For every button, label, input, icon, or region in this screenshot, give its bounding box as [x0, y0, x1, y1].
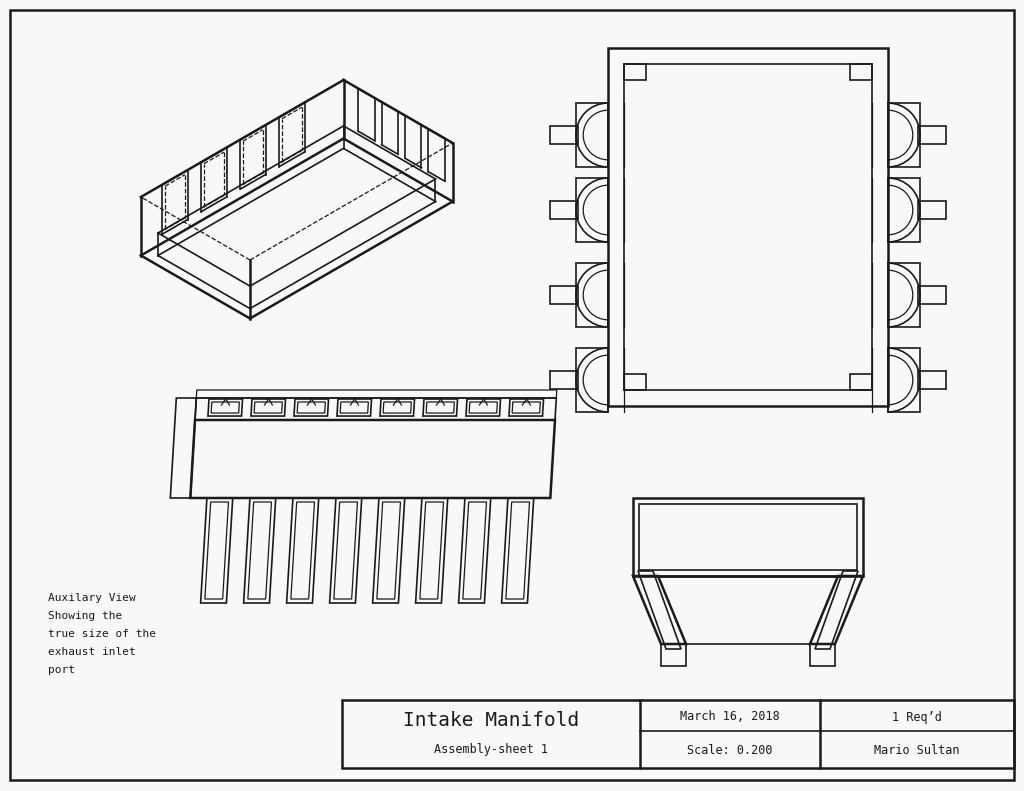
- Bar: [918, 371, 946, 389]
- Bar: [608, 48, 888, 406]
- Bar: [850, 374, 872, 390]
- Bar: [342, 700, 1014, 768]
- Text: Assembly-sheet 1: Assembly-sheet 1: [434, 744, 548, 756]
- Text: 1 Req’d: 1 Req’d: [892, 710, 942, 724]
- Bar: [575, 263, 608, 327]
- Bar: [918, 286, 946, 304]
- Text: Auxilary View: Auxilary View: [48, 593, 136, 603]
- Bar: [918, 126, 946, 144]
- Text: March 16, 2018: March 16, 2018: [680, 710, 780, 724]
- Text: port: port: [48, 665, 75, 675]
- Bar: [575, 348, 608, 412]
- Bar: [633, 498, 863, 576]
- Text: Mario Sultan: Mario Sultan: [874, 744, 959, 756]
- Text: Showing the: Showing the: [48, 611, 122, 621]
- Bar: [888, 103, 920, 167]
- Text: exhaust inlet: exhaust inlet: [48, 647, 136, 657]
- Bar: [810, 644, 835, 666]
- Text: true size of the: true size of the: [48, 629, 156, 639]
- Bar: [575, 178, 608, 242]
- Bar: [888, 348, 920, 412]
- Bar: [624, 64, 872, 390]
- Bar: [550, 371, 578, 389]
- Bar: [888, 178, 920, 242]
- Bar: [850, 64, 872, 80]
- Bar: [662, 644, 686, 666]
- Bar: [639, 504, 857, 570]
- Text: Intake Manifold: Intake Manifold: [402, 710, 580, 729]
- Bar: [624, 374, 646, 390]
- Bar: [888, 263, 920, 327]
- Bar: [918, 201, 946, 219]
- Bar: [624, 64, 646, 80]
- Text: Scale: 0.200: Scale: 0.200: [687, 744, 773, 756]
- Bar: [550, 286, 578, 304]
- Bar: [550, 201, 578, 219]
- Bar: [550, 126, 578, 144]
- Bar: [575, 103, 608, 167]
